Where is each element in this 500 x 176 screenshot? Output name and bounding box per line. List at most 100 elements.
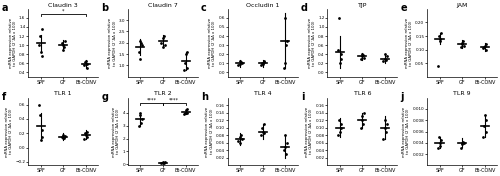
Point (381, 119, 389, 122)
Point (61, 135, 69, 138)
Point (382, 130, 390, 133)
Point (435, 35, 443, 37)
Point (159, 161, 167, 164)
Point (236, 63, 244, 65)
Point (35, 103, 43, 106)
Point (360, 111, 368, 114)
Text: j: j (400, 92, 404, 102)
Point (159, 37, 167, 40)
Title: TJP: TJP (358, 3, 367, 8)
Point (59, 136, 67, 139)
Point (60, 137, 68, 140)
Point (258, 130, 266, 133)
Point (360, 122, 368, 125)
Point (236, 136, 244, 139)
Point (436, 144, 444, 147)
Point (434, 64, 442, 67)
Point (58, 136, 66, 138)
Point (334, 48, 342, 51)
Point (238, 62, 246, 65)
Title: JAM: JAM (456, 3, 468, 8)
Point (458, 141, 466, 144)
Point (382, 122, 390, 125)
Title: TLR 6: TLR 6 (354, 92, 371, 96)
Y-axis label: mRNA expression relative
to GAPDH (2⁻ΔΔ x 100): mRNA expression relative to GAPDH (2⁻ΔΔ … (402, 106, 410, 157)
Point (158, 162, 166, 165)
Point (381, 53, 389, 56)
Point (338, 126, 345, 129)
Point (80, 64, 88, 67)
Point (61, 39, 69, 42)
Point (282, 134, 290, 137)
Point (135, 124, 143, 127)
Point (138, 44, 146, 46)
Y-axis label: mRNA expression relative
to GAPDH (2⁻ΔΔ x 100): mRNA expression relative to GAPDH (2⁻ΔΔ … (5, 106, 14, 157)
Point (160, 35, 168, 37)
Point (135, 51, 143, 53)
Point (158, 46, 166, 49)
Point (260, 60, 268, 63)
Point (182, 66, 190, 69)
Point (258, 63, 266, 65)
Point (83, 66, 91, 69)
Point (437, 139, 445, 141)
Point (282, 44, 290, 46)
Point (36, 35, 44, 37)
Point (137, 41, 145, 44)
Point (84, 63, 92, 65)
Title: TLR 9: TLR 9 (454, 92, 471, 96)
Point (182, 108, 190, 111)
Point (358, 119, 366, 122)
Point (458, 143, 466, 145)
Point (160, 161, 168, 164)
Point (36, 51, 44, 53)
Point (237, 134, 245, 137)
Title: Claudin 3: Claudin 3 (48, 3, 78, 8)
Point (280, 149, 287, 152)
Text: a: a (2, 3, 8, 13)
Point (280, 66, 287, 69)
Point (380, 57, 388, 60)
Point (59, 133, 67, 136)
Point (281, 62, 289, 65)
Point (459, 40, 467, 43)
Point (234, 140, 242, 142)
Point (479, 47, 487, 50)
Point (236, 141, 244, 144)
Point (238, 138, 246, 140)
Text: c: c (201, 3, 206, 13)
Point (257, 134, 265, 137)
Point (283, 39, 291, 42)
Point (282, 17, 290, 19)
Point (380, 59, 388, 62)
Point (182, 109, 190, 112)
Point (136, 39, 144, 42)
Point (437, 32, 445, 35)
Point (456, 147, 464, 150)
Title: TLR 4: TLR 4 (254, 92, 272, 96)
Point (482, 130, 490, 133)
Point (136, 57, 144, 60)
Point (82, 133, 90, 136)
Point (336, 57, 344, 60)
Y-axis label: mRNA expression relative
to GAPDH (2⁻ΔΔ x 100): mRNA expression relative to GAPDH (2⁻ΔΔ … (308, 18, 316, 68)
Point (282, 153, 290, 156)
Point (83, 130, 91, 133)
Point (458, 41, 466, 44)
Title: Occludin 1: Occludin 1 (246, 3, 280, 8)
Point (436, 141, 444, 144)
Point (482, 119, 490, 122)
Point (234, 64, 242, 66)
Y-axis label: mRNA expression relative
to GAPDH (2⁻ΔΔ x 100): mRNA expression relative to GAPDH (2⁻ΔΔ … (108, 18, 116, 68)
Point (59, 44, 67, 46)
Point (460, 141, 468, 144)
Point (481, 44, 489, 47)
Point (357, 126, 365, 129)
Text: f: f (2, 92, 6, 102)
Point (84, 136, 92, 138)
Point (257, 64, 265, 66)
Point (35, 44, 43, 46)
Point (180, 113, 188, 116)
Point (80, 138, 88, 140)
Point (183, 112, 191, 114)
